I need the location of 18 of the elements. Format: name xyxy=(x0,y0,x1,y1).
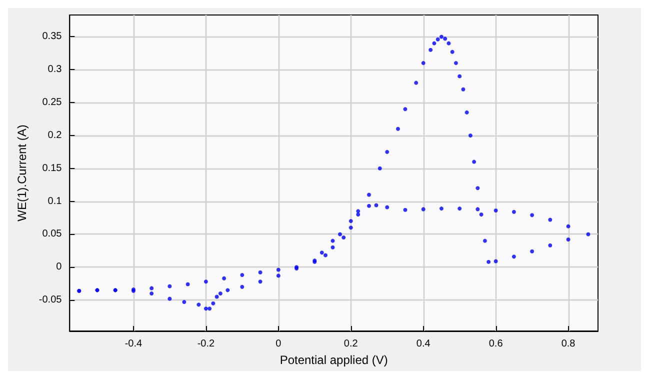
y-tick-label: 0.15 xyxy=(42,162,62,174)
y-tick-label: 0.2 xyxy=(48,130,62,141)
y-tick-label: 0.25 xyxy=(42,97,62,108)
x-tick-label: 0.8 xyxy=(561,338,576,350)
y-tick-label: 0.05 xyxy=(42,228,62,240)
y-tick-label: 0.35 xyxy=(42,31,62,42)
y-tick-label: 0 xyxy=(56,262,62,273)
x-tick-label: 0.4 xyxy=(416,338,431,350)
x-tick-label: 0.2 xyxy=(344,338,358,350)
x-tick-label: 0 xyxy=(276,338,282,350)
x-tick-label: 0.6 xyxy=(488,338,504,350)
x-axis-title: Potential applied (V) xyxy=(280,352,388,367)
y-tick-label: 0.1 xyxy=(48,196,62,207)
x-tick-label: -0.4 xyxy=(124,338,143,350)
y-tick-label: 0.3 xyxy=(48,64,62,76)
y-axis-title: WE(1).Current (A) xyxy=(15,124,29,222)
y-tick-label: -0.05 xyxy=(38,294,62,306)
x-tick-label: -0.2 xyxy=(197,338,215,350)
